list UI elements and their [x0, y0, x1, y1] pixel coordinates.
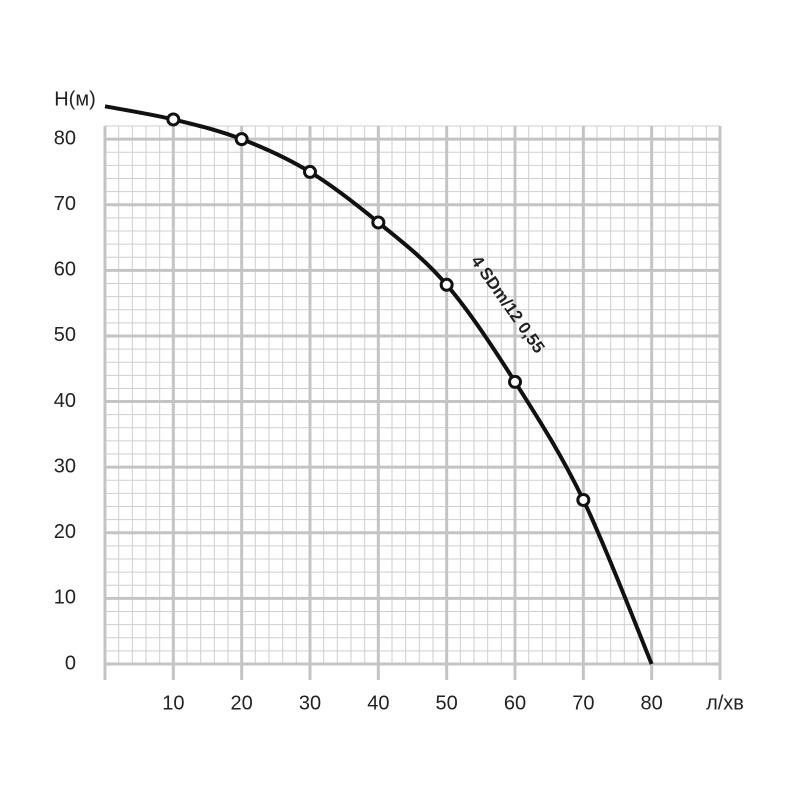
y-tick-label: 60	[54, 259, 76, 281]
x-tick-label: 40	[367, 692, 389, 714]
x-tick-label: 10	[162, 692, 184, 714]
point-marker	[371, 215, 386, 230]
y-tick-label: 10	[54, 587, 76, 609]
point-marker	[508, 374, 522, 389]
x-tick-label: 70	[572, 692, 594, 714]
y-tick-label: 80	[54, 127, 76, 149]
y-tick-label: 20	[54, 521, 76, 543]
y-tick-label: 40	[54, 390, 76, 412]
point-marker	[303, 164, 317, 179]
curve-annotation: 4 SDm/12 0,55	[467, 252, 548, 357]
x-tick-label: 50	[436, 692, 458, 714]
point-marker	[439, 277, 454, 292]
y-axis-label: H(м)	[54, 88, 96, 110]
y-tick-label: 70	[54, 193, 76, 215]
point-marker	[166, 112, 181, 127]
y-tick-label: 30	[54, 455, 76, 477]
point-marker	[234, 132, 249, 147]
y-tick-label: 0	[65, 652, 76, 674]
y-tick-label: 50	[54, 324, 76, 346]
x-tick-label: 60	[504, 692, 526, 714]
x-tick-label: 80	[641, 692, 663, 714]
x-axis-label: л/хв	[706, 692, 744, 714]
x-tick-label: 30	[299, 692, 321, 714]
point-marker	[576, 492, 591, 507]
x-tick-label: 20	[231, 692, 253, 714]
